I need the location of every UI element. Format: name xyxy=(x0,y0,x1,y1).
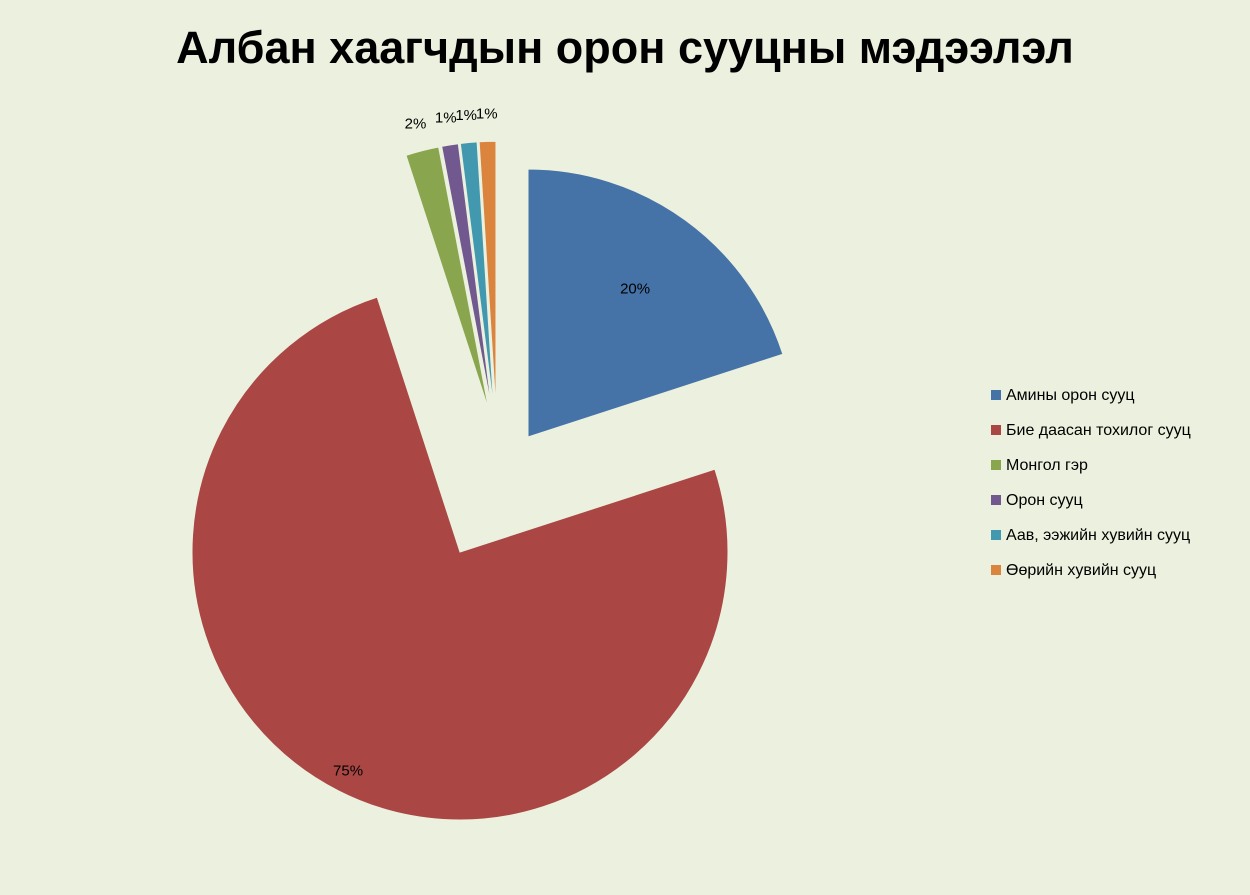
legend-swatch xyxy=(991,495,1001,505)
legend-swatch xyxy=(991,390,1001,400)
pie-slice xyxy=(405,146,490,411)
pie-slice xyxy=(459,141,495,410)
pie-slice xyxy=(527,168,784,438)
legend-swatch xyxy=(991,530,1001,540)
slice-value-label: 1% xyxy=(435,109,457,126)
chart-title: Албан хаагчдын орон сууцны мэдээлэл xyxy=(176,22,1074,73)
pie-slice xyxy=(191,296,729,821)
legend-swatch xyxy=(991,565,1001,575)
legend-swatch xyxy=(991,425,1001,435)
pie-slice xyxy=(441,143,493,410)
legend-item: Аав, ээжийн хувийн сууц xyxy=(991,526,1190,546)
legend-item: Өөрийн хувийн сууц xyxy=(991,561,1156,581)
legend-label: Монгол гэр xyxy=(1006,457,1088,474)
slice-value-label: 1% xyxy=(455,107,477,124)
legend-label: Амины орон сууц xyxy=(1006,387,1135,404)
pie-slice xyxy=(478,140,497,410)
legend-item: Амины орон сууц xyxy=(991,386,1135,406)
legend-label: Орон сууц xyxy=(1006,492,1083,509)
legend-item: Монгол гэр xyxy=(991,456,1088,476)
legend-swatch xyxy=(991,460,1001,470)
slice-value-label: 2% xyxy=(405,116,427,133)
legend-label: Аав, ээжийн хувийн сууц xyxy=(1006,527,1191,544)
legend-item: Бие даасан тохилог сууц xyxy=(991,421,1191,441)
legend-item: Орон сууц xyxy=(991,491,1083,511)
legend-label: Өөрийн хувийн сууц xyxy=(1006,562,1157,579)
legend-label: Бие даасан тохилог сууц xyxy=(1006,422,1191,439)
slice-value-label: 20% xyxy=(620,281,650,298)
slice-value-label: 1% xyxy=(476,106,498,123)
slice-value-label: 75% xyxy=(333,763,363,780)
